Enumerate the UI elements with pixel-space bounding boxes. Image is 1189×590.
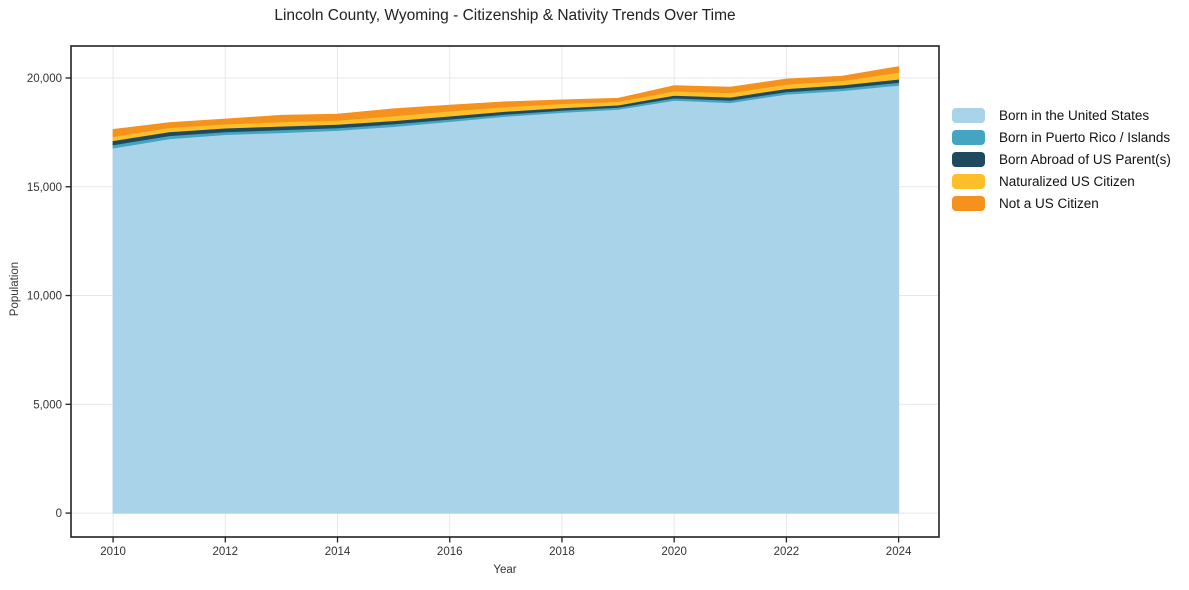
- x-tick-label: 2024: [886, 546, 912, 558]
- x-axis-title: Year: [493, 564, 517, 576]
- y-tick-label: 10,000: [27, 291, 62, 303]
- x-tick-label: 2010: [100, 546, 126, 558]
- y-tick-label: 0: [56, 508, 62, 520]
- legend: Born in the United States Born in Puerto…: [952, 108, 1171, 211]
- legend-item-naturalized: Naturalized US Citizen: [952, 174, 1171, 189]
- legend-label: Born in the United States: [999, 108, 1150, 123]
- legend-label: Naturalized US Citizen: [999, 174, 1135, 189]
- area-born-in-the-united-states: [112, 84, 900, 514]
- y-tick-label: 20,000: [27, 73, 62, 85]
- y-tick-label: 15,000: [27, 182, 62, 194]
- legend-label: Born Abroad of US Parent(s): [999, 152, 1171, 167]
- chart-title: Lincoln County, Wyoming - Citizenship & …: [274, 7, 736, 24]
- legend-label: Born in Puerto Rico / Islands: [999, 130, 1171, 145]
- x-tick-label: 2016: [437, 546, 463, 558]
- x-tick-label: 2012: [213, 546, 239, 558]
- legend-swatch-naturalized: [952, 174, 985, 189]
- legend-item-not-citizen: Not a US Citizen: [952, 196, 1171, 211]
- legend-swatch-born-us: [952, 108, 985, 123]
- x-tick-label: 2018: [549, 546, 575, 558]
- legend-swatch-puerto-rico: [952, 130, 985, 145]
- x-tick-label: 2014: [325, 546, 351, 558]
- y-tick-label: 5,000: [33, 399, 62, 411]
- legend-swatch-born-abroad: [952, 152, 985, 167]
- legend-item-puerto-rico: Born in Puerto Rico / Islands: [952, 130, 1171, 145]
- legend-item-born-abroad: Born Abroad of US Parent(s): [952, 152, 1171, 167]
- area-not-a-us-citizen: [112, 66, 900, 137]
- x-tick-label: 2020: [661, 546, 687, 558]
- legend-item-born-us: Born in the United States: [952, 108, 1171, 123]
- plot-border: [70, 45, 940, 538]
- y-axis-title: Population: [9, 261, 21, 317]
- legend-swatch-not-citizen: [952, 196, 985, 211]
- legend-label: Not a US Citizen: [999, 196, 1099, 211]
- x-tick-label: 2022: [774, 546, 800, 558]
